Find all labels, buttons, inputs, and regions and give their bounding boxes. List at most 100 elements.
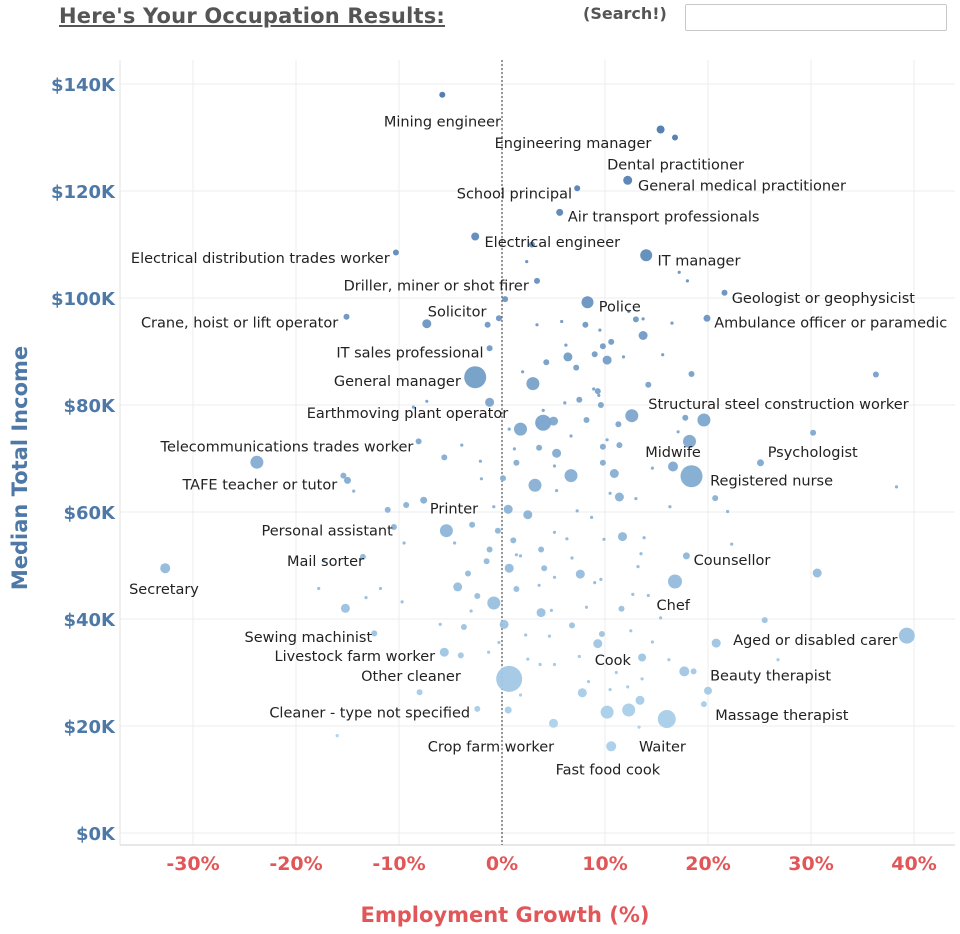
data-point[interactable] [563,401,567,405]
data-point-labeled[interactable] [581,296,594,309]
data-point[interactable] [453,582,463,592]
data-point[interactable] [502,296,509,303]
data-point-labeled[interactable] [415,438,422,445]
data-point[interactable] [523,510,533,520]
data-point[interactable] [538,662,542,667]
data-point[interactable] [726,509,730,514]
data-point[interactable] [614,492,624,502]
data-point[interactable] [552,575,557,579]
data-point[interactable] [761,617,768,624]
data-point[interactable] [479,477,483,481]
data-point[interactable] [425,399,429,403]
data-point-labeled[interactable] [496,665,523,692]
data-point[interactable] [575,569,585,579]
data-point[interactable] [810,429,817,436]
data-point[interactable] [403,502,410,508]
data-point[interactable] [250,455,264,469]
data-point[interactable] [537,583,541,587]
data-point[interactable] [576,396,583,403]
data-point[interactable] [560,319,564,324]
data-point[interactable] [812,568,822,578]
data-point[interactable] [453,541,457,545]
data-point[interactable] [602,355,612,365]
data-point[interactable] [661,353,665,357]
data-point[interactable] [507,427,511,431]
data-point[interactable] [638,331,648,340]
data-point[interactable] [609,469,619,478]
data-point[interactable] [573,364,580,371]
data-point[interactable] [635,695,645,705]
data-point[interactable] [600,705,614,719]
search-input[interactable] [685,4,947,31]
data-point[interactable] [487,650,491,654]
data-point[interactable] [528,478,542,492]
data-point[interactable] [577,688,587,698]
data-point[interactable] [582,321,589,328]
data-point[interactable] [677,270,681,274]
data-point[interactable] [441,454,448,461]
data-point[interactable] [659,616,663,620]
data-point-labeled[interactable] [668,574,682,589]
data-point[interactable] [564,469,578,483]
data-point[interactable] [485,397,495,407]
data-point[interactable] [317,586,321,591]
data-point[interactable] [608,338,615,345]
data-point[interactable] [597,393,601,397]
data-point[interactable] [599,577,603,582]
data-point[interactable] [510,537,517,544]
data-point[interactable] [536,444,543,451]
data-point[interactable] [549,416,558,426]
data-point[interactable] [535,323,539,327]
data-point[interactable] [688,371,695,377]
data-point-labeled[interactable] [640,249,653,262]
data-point[interactable] [697,413,711,427]
data-point[interactable] [549,608,554,613]
data-point-labeled[interactable] [534,277,540,284]
data-point-labeled[interactable] [344,476,351,484]
data-point[interactable] [668,505,672,509]
data-point-labeled[interactable] [486,345,493,352]
data-point[interactable] [492,505,496,509]
data-point[interactable] [646,593,650,598]
data-point[interactable] [599,443,606,450]
data-point[interactable] [622,703,636,717]
data-point[interactable] [514,422,527,436]
data-point[interactable] [608,688,612,692]
data-point-labeled[interactable] [371,630,378,637]
data-point[interactable] [438,622,442,627]
data-point[interactable] [536,608,546,618]
data-point-labeled[interactable] [657,710,676,728]
data-point[interactable] [631,592,635,597]
data-point-labeled[interactable] [668,461,678,472]
data-point[interactable] [552,662,557,667]
data-point-labeled[interactable] [471,232,480,241]
data-point[interactable] [552,464,557,468]
data-point-labeled[interactable] [606,741,617,752]
data-point-labeled[interactable] [679,666,690,677]
data-point[interactable] [598,631,605,637]
data-point[interactable] [690,668,697,675]
data-point[interactable] [541,565,548,572]
data-point[interactable] [460,624,467,630]
data-point[interactable] [364,596,368,600]
data-point[interactable] [549,718,558,728]
data-point[interactable] [555,489,559,493]
data-point[interactable] [512,447,517,451]
data-point[interactable] [602,537,606,541]
data-point[interactable] [683,434,696,448]
data-point-labeled[interactable] [439,91,446,98]
data-point[interactable] [552,530,557,534]
data-point[interactable] [469,521,476,528]
data-point[interactable] [563,352,573,362]
data-point[interactable] [322,558,326,562]
data-point-labeled[interactable] [682,414,689,421]
data-point[interactable] [615,421,622,428]
data-point[interactable] [776,658,780,662]
data-point[interactable] [457,652,464,659]
data-point[interactable] [594,388,601,395]
data-point[interactable] [335,734,339,738]
data-point-labeled[interactable] [535,414,552,431]
data-point[interactable] [543,359,550,366]
data-point[interactable] [597,402,604,408]
data-point[interactable] [639,552,643,556]
